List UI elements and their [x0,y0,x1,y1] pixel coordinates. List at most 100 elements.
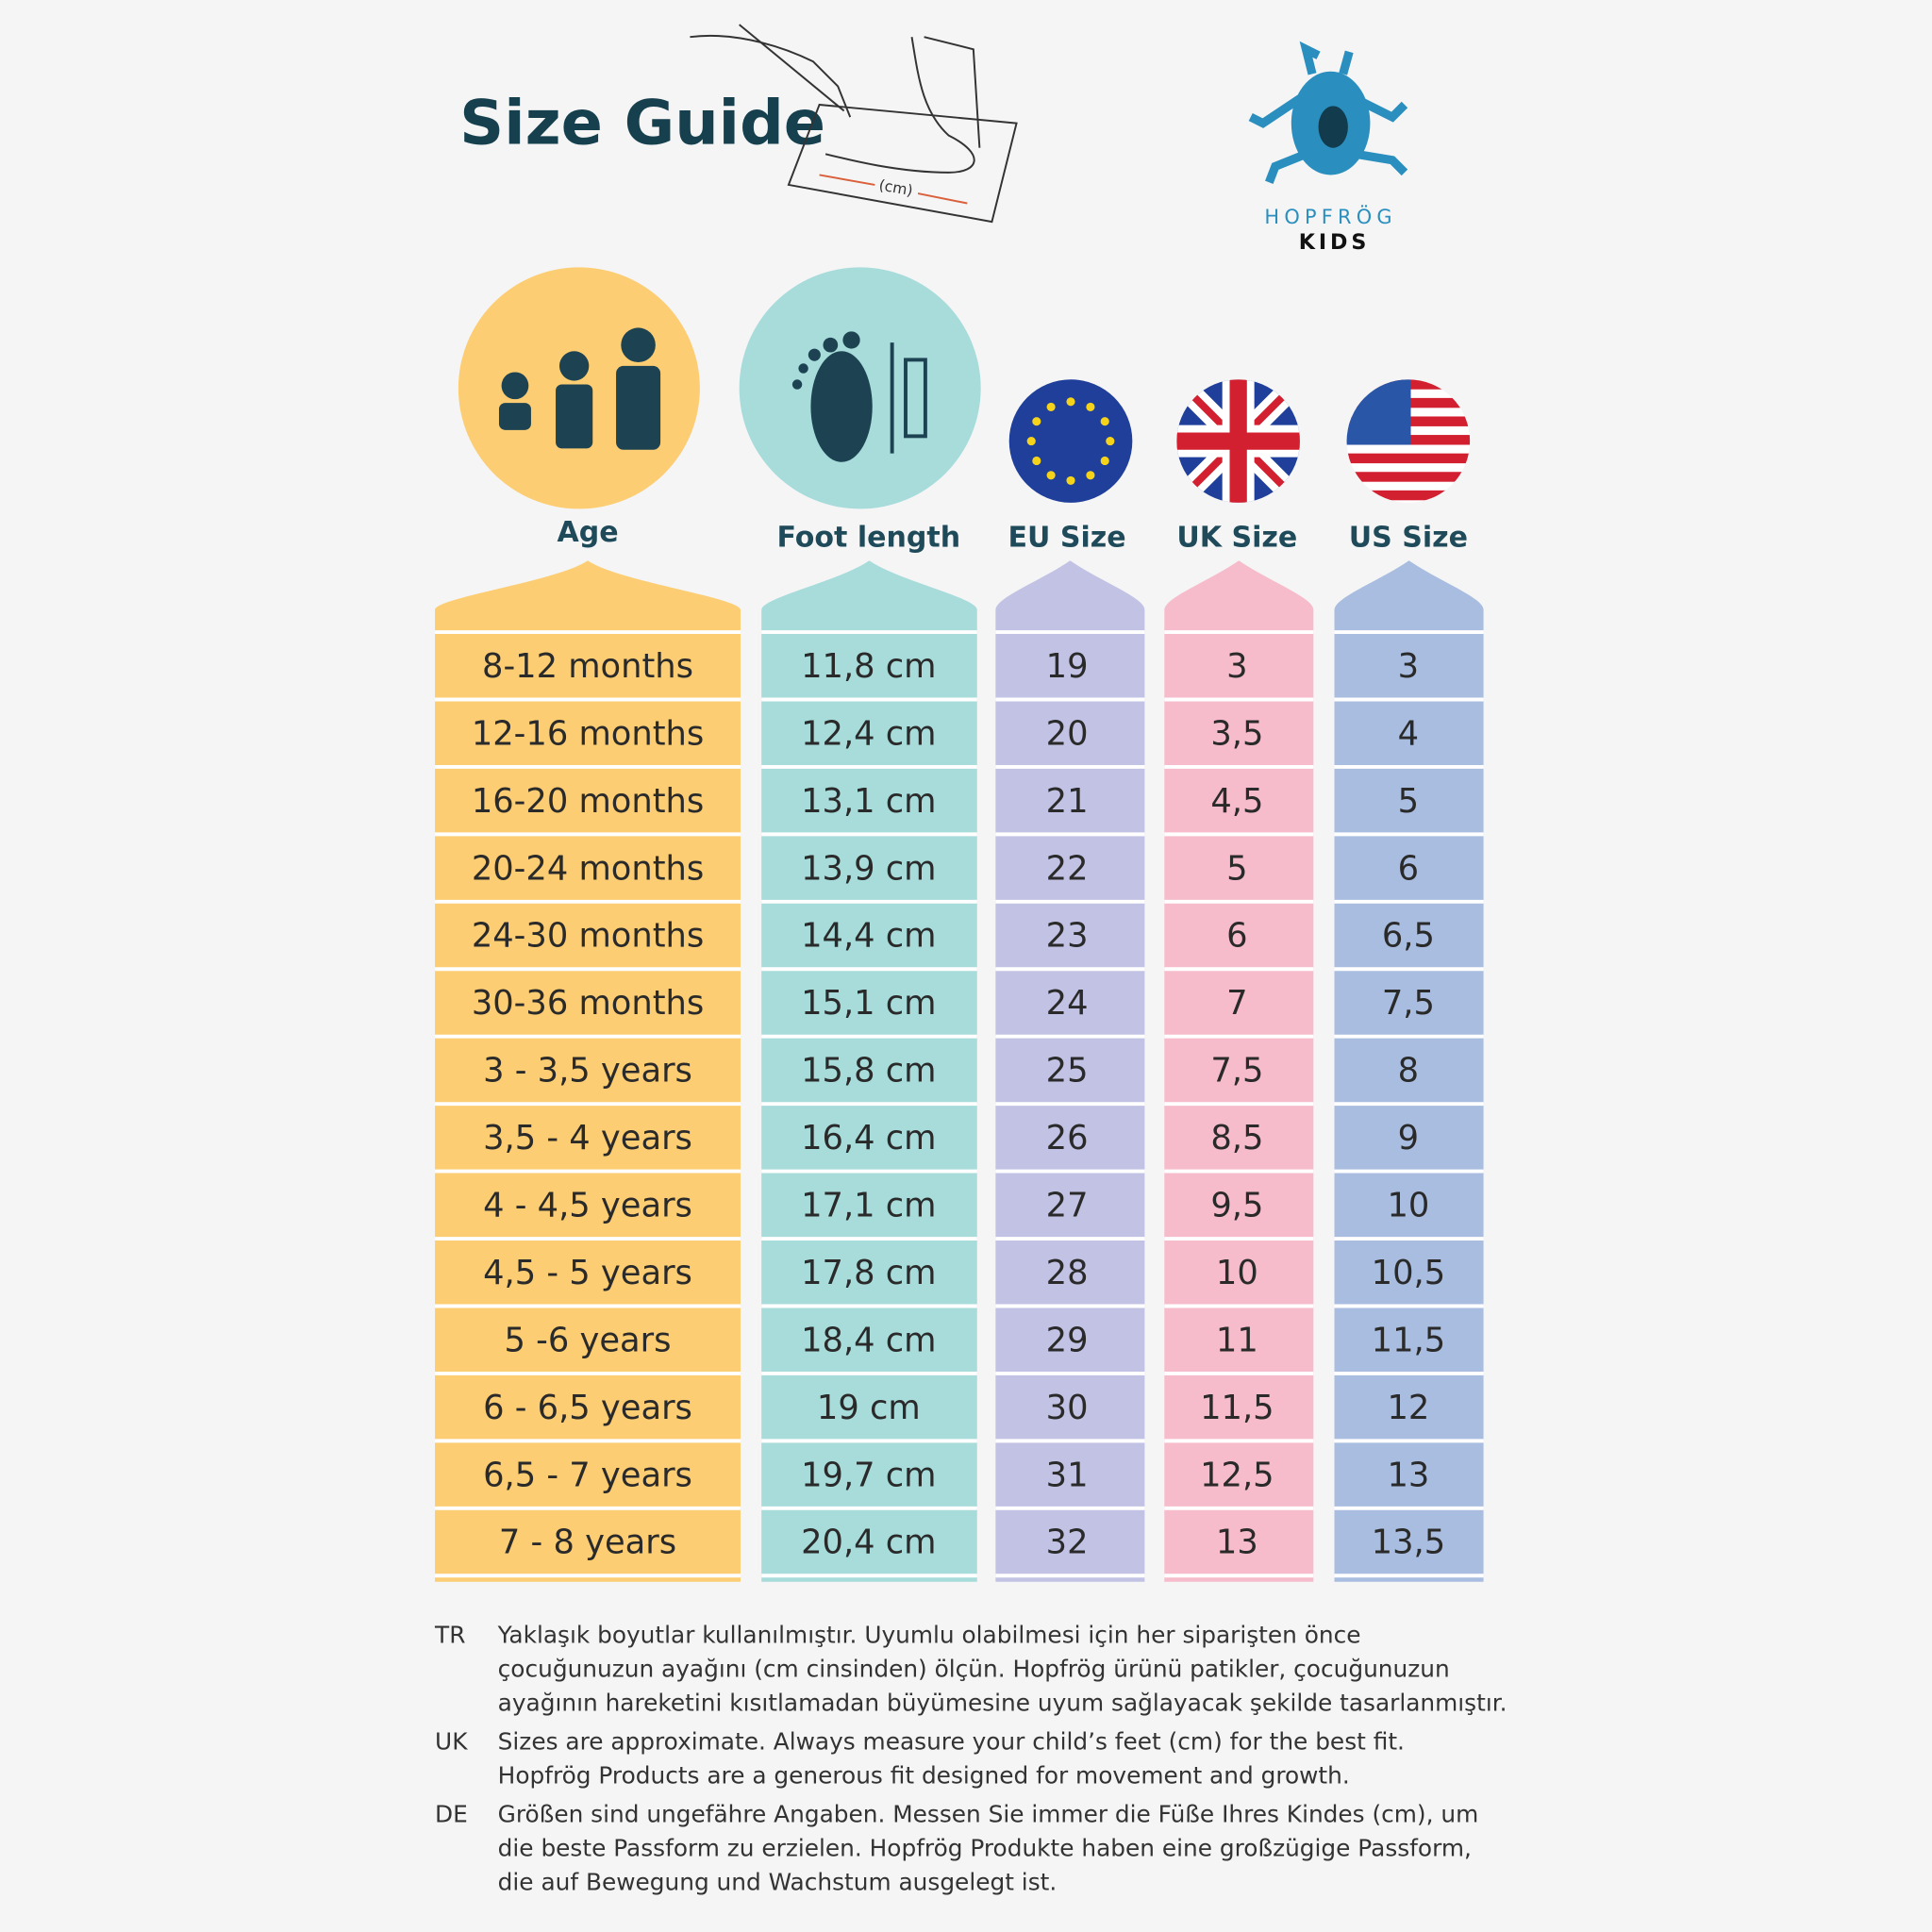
cell: 5 [1398,782,1419,821]
cell: 30-36 months [472,984,704,1023]
cell: 16,4 cm [801,1119,936,1158]
cell: 8 [1398,1052,1419,1091]
cell: 8,5 [1210,1119,1263,1158]
cell: 12,4 cm [801,714,936,753]
star [1066,397,1075,407]
cell: 14,4 cm [801,917,936,956]
cell: 13,9 cm [801,849,936,888]
note-line: die auf Bewegung und Wachstum ausgelegt … [498,1868,1058,1895]
title: Size Guide [459,88,825,159]
cell: 26 [1046,1119,1089,1158]
cell: 22 [1046,849,1089,888]
star [1032,456,1041,466]
cell: 6,5 [1382,917,1435,956]
column-body [1164,560,1314,1582]
cell: 18,4 cm [801,1321,936,1359]
cell: 4 - 4,5 years [483,1186,692,1224]
cell: 27 [1046,1186,1089,1224]
column-body [761,560,977,1582]
cell: 10,5 [1372,1254,1446,1292]
cell: 7 - 8 years [499,1524,676,1562]
star [1026,437,1036,446]
cell: 7,5 [1210,1052,1263,1091]
cell: 12,5 [1200,1456,1274,1494]
measure-illustration [690,24,1018,224]
cell: 7 [1226,984,1247,1023]
column-header: US Size [1349,521,1468,554]
note-line: ayağının hareketini kısıtlamadan büyümes… [498,1689,1507,1716]
column-body [435,560,741,1582]
cell: 13,5 [1372,1524,1446,1562]
star [1046,471,1056,480]
cell: 19 cm [817,1389,921,1427]
cell: 6 [1398,849,1419,888]
cell: 32 [1046,1524,1089,1562]
cell: 10 [1216,1254,1258,1292]
eu-flag [1008,379,1133,503]
cell: 3,5 - 4 years [483,1119,692,1158]
cell: 9,5 [1210,1186,1263,1224]
cell: 11,5 [1372,1321,1446,1359]
column-header: EU Size [1008,521,1126,554]
note-lang: TR [434,1622,465,1649]
foot-icon [739,267,981,509]
cell: 3 - 3,5 years [483,1052,692,1091]
cell: 4 [1398,714,1419,753]
star [1032,417,1041,426]
cell: 12 [1387,1389,1429,1427]
cell: 19 [1046,647,1089,686]
note-line: die beste Passform zu erzielen. Hopfrög … [498,1834,1472,1861]
brand: HOPFRÖG [1264,205,1396,228]
frog-logo [1248,41,1408,184]
cell: 25 [1046,1052,1089,1091]
cell: 11,5 [1200,1389,1274,1427]
brand-sub: KIDS [1299,230,1371,255]
star [1100,417,1109,426]
cell: 13,1 cm [801,782,936,821]
column-header: Foot length [776,521,960,554]
note-line: Größen sind ungefähre Angaben. Messen Si… [498,1801,1479,1828]
column-body [1334,560,1484,1582]
cell: 4,5 - 5 years [483,1254,692,1292]
star [1100,456,1109,466]
note-line: çocuğunuzun ayağını (cm cinsinden) ölçün… [498,1655,1450,1682]
cell: 31 [1046,1456,1089,1494]
cell: 3 [1226,647,1247,686]
cell: 30 [1046,1389,1089,1427]
cell: 19,7 cm [801,1456,936,1494]
uk-flag [1176,379,1300,503]
cell: 12-16 months [472,714,704,753]
cell: 20-24 months [472,849,704,888]
cell: 10 [1387,1186,1429,1224]
cell: 20,4 cm [801,1524,936,1562]
cell: 11 [1216,1321,1258,1359]
cell: 15,8 cm [801,1052,936,1091]
note-lang: UK [435,1728,468,1756]
cell: 11,8 cm [801,647,936,686]
note-line: Sizes are approximate. Always measure yo… [498,1728,1405,1756]
cell: 6 [1226,917,1247,956]
star [1046,402,1056,411]
cell: 29 [1046,1321,1089,1359]
cell: 28 [1046,1254,1089,1292]
cell: 20 [1046,714,1089,753]
cell: 16-20 months [472,782,704,821]
note-line: Yaklaşık boyutlar kullanılmıştır. Uyumlu… [497,1622,1361,1649]
cell: 24 [1046,984,1089,1023]
column-header: Age [557,516,618,549]
column-header: UK Size [1176,521,1297,554]
cell: 17,8 cm [801,1254,936,1292]
column-body [995,560,1145,1582]
cell: 4,5 [1210,782,1263,821]
star [1106,437,1115,446]
cell: 7,5 [1382,984,1435,1023]
cell: 13 [1387,1456,1429,1494]
cell: 3 [1398,647,1419,686]
cell: 6 - 6,5 years [483,1389,692,1427]
cell: 24-30 months [472,917,704,956]
cell: 8-12 months [482,647,693,686]
note-line: Hopfrög Products are a generous fit desi… [498,1761,1350,1789]
cell: 23 [1046,917,1089,956]
cell: 21 [1046,782,1089,821]
